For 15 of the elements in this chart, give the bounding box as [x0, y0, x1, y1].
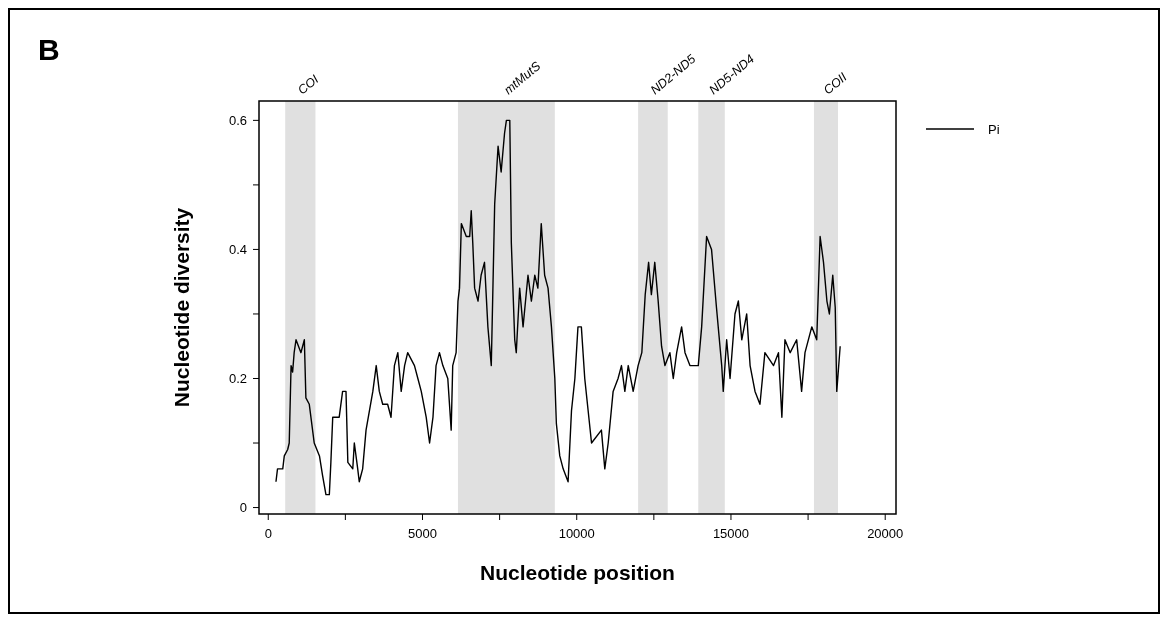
y-tick-label: 0.6 — [228, 112, 247, 128]
y-axis-title: Nucleotide diversity — [170, 207, 193, 408]
x-tick-label: 20000 — [867, 526, 904, 541]
y-tick-label: 0.4 — [228, 241, 247, 257]
y-tick-label: 0.2 — [228, 371, 247, 387]
x-tick-label: 5000 — [408, 526, 437, 541]
line-series — [275, 119, 841, 496]
x-tick-label: 15000 — [712, 526, 750, 541]
x-tick-label: 0 — [264, 526, 272, 541]
text: B — [38, 33, 60, 66]
y-tick-label: 0 — [239, 500, 247, 516]
legend-label: Pi — [988, 121, 1000, 137]
x-tick-label: 10000 — [558, 526, 595, 541]
x-axis-title: Nucleotide position — [480, 561, 675, 584]
band-label: COI — [295, 71, 322, 98]
